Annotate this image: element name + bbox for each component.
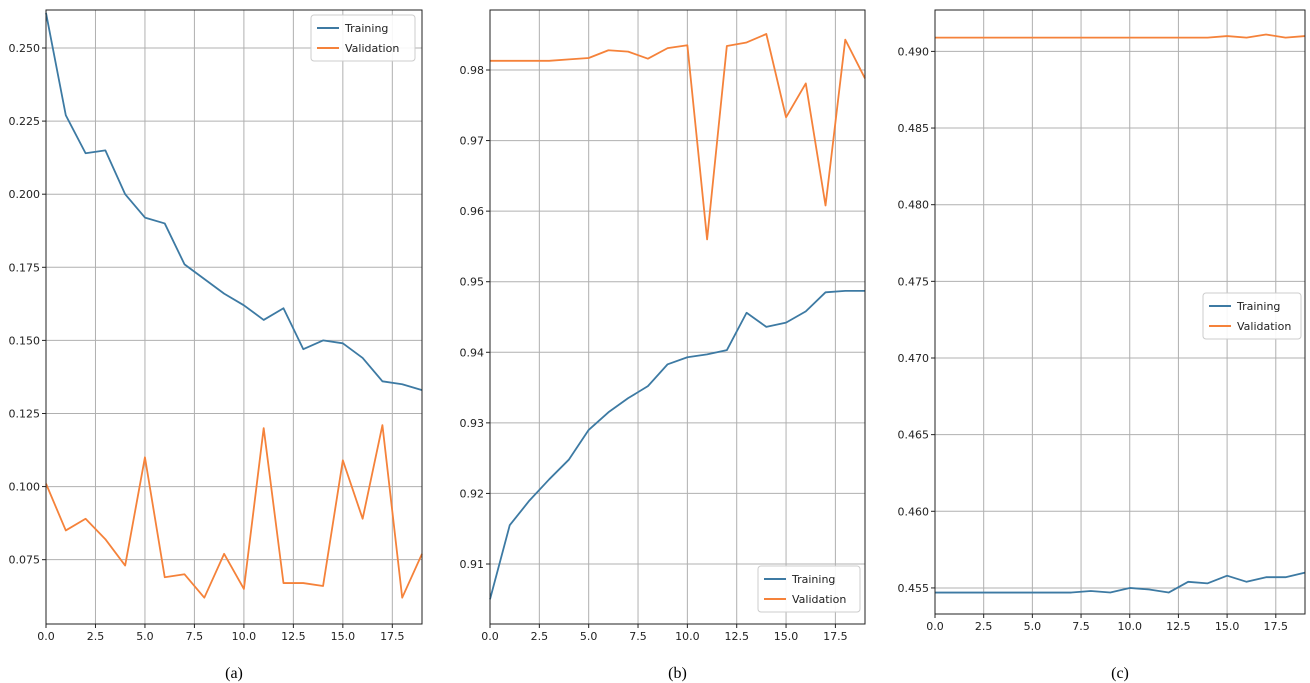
- legend: Training Validation: [1202, 292, 1302, 340]
- legend: Training Validation: [757, 565, 861, 613]
- axes-frame: [45, 9, 423, 625]
- legend: Training Validation: [310, 14, 416, 62]
- series-line-validation: [45, 424, 423, 599]
- y-tick-label: 0.480: [898, 199, 930, 212]
- x-tick-label: 17.5: [380, 630, 405, 643]
- legend-label-validation: Validation: [1237, 320, 1291, 333]
- series-line-training: [489, 289, 865, 600]
- y-tick-label: 0.150: [9, 334, 41, 347]
- panel-caption: (b): [668, 665, 687, 682]
- chart-panel-3: 0.0 2.5 5.0 7.5 10.0 12.5 15.0 17.5 0.455 0.460 0.…: [898, 9, 1306, 682]
- legend-box: [757, 565, 861, 613]
- x-tick-label: 17.5: [823, 630, 848, 643]
- legend-box: [310, 14, 416, 62]
- x-tick-label: 5.0: [580, 630, 598, 643]
- y-tick-label: 0.225: [9, 115, 41, 128]
- x-tick-label: 15.0: [331, 630, 356, 643]
- y-tick-label: 0.97: [460, 135, 485, 148]
- x-tick-label: 7.5: [1072, 620, 1090, 633]
- x-tick-label: 12.5: [281, 630, 306, 643]
- x-tick-label: 12.5: [724, 630, 749, 643]
- x-tick-label: 2.5: [975, 620, 993, 633]
- y-tick-label: 0.95: [460, 276, 485, 289]
- legend-label-training: Training: [1236, 300, 1280, 313]
- y-tick-label: 0.200: [9, 188, 41, 201]
- chart-panel-2: 0.0 2.5 5.0 7.5 10.0 12.5 15.0 17.5 0.91 0.92 0.93…: [460, 9, 866, 682]
- x-tick-label: 2.5: [531, 630, 549, 643]
- panel-caption: (c): [1111, 665, 1129, 682]
- x-tick-label: 7.5: [629, 630, 647, 643]
- x-tick-label: 15.0: [1215, 620, 1240, 633]
- y-tick-label: 0.470: [898, 352, 930, 365]
- x-tick-label: 0.0: [926, 620, 944, 633]
- y-tick-label: 0.475: [898, 275, 930, 288]
- legend-label-validation: Validation: [345, 42, 399, 55]
- series-line-training: [45, 12, 423, 391]
- y-tick-label: 0.92: [460, 487, 485, 500]
- x-tick-label: 10.0: [232, 630, 257, 643]
- series-line-training: [935, 571, 1306, 594]
- x-tick-label: 2.5: [87, 630, 105, 643]
- y-tick-label: 0.100: [9, 481, 41, 494]
- legend-label-validation: Validation: [792, 593, 846, 606]
- y-tick-label: 0.125: [9, 407, 41, 420]
- x-tick-label: 5.0: [1024, 620, 1042, 633]
- series-line-validation: [935, 33, 1306, 39]
- y-tick-label: 0.96: [460, 205, 485, 218]
- y-tick-label: 0.075: [9, 554, 41, 567]
- y-tick-label: 0.91: [460, 558, 485, 571]
- x-tick-label: 10.0: [1117, 620, 1142, 633]
- x-tick-label: 10.0: [675, 630, 700, 643]
- y-tick-label: 0.98: [460, 64, 485, 77]
- grid: [45, 10, 422, 624]
- y-tick-label: 0.460: [898, 505, 930, 518]
- x-tick-label: 5.0: [136, 630, 154, 643]
- x-tick-label: 12.5: [1166, 620, 1191, 633]
- chart-panel-1: 0.0 2.5 5.0 7.5 10.0 12.5 15.0 17.5 0.075 0.100 0.…: [9, 9, 423, 682]
- y-tick-label: 0.465: [898, 429, 930, 442]
- y-tick-label: 0.94: [460, 346, 485, 359]
- y-tick-label: 0.250: [9, 42, 41, 55]
- x-tick-label: 15.0: [774, 630, 799, 643]
- x-tick-label: 7.5: [186, 630, 204, 643]
- x-tick-label: 0.0: [37, 630, 55, 643]
- legend-label-training: Training: [791, 573, 835, 586]
- legend-label-training: Training: [344, 22, 388, 35]
- y-tick-label: 0.93: [460, 417, 485, 430]
- y-tick-label: 0.455: [898, 582, 930, 595]
- y-tick-label: 0.490: [898, 45, 930, 58]
- legend-box: [1202, 292, 1302, 340]
- axes-frame: [934, 9, 1306, 615]
- x-tick-label: 17.5: [1264, 620, 1289, 633]
- panel-caption: (a): [225, 665, 243, 682]
- y-tick-label: 0.485: [898, 122, 930, 135]
- y-tick-label: 0.175: [9, 261, 41, 274]
- axes-frame: [489, 9, 866, 625]
- x-tick-label: 0.0: [481, 630, 499, 643]
- series-line-validation: [490, 33, 866, 241]
